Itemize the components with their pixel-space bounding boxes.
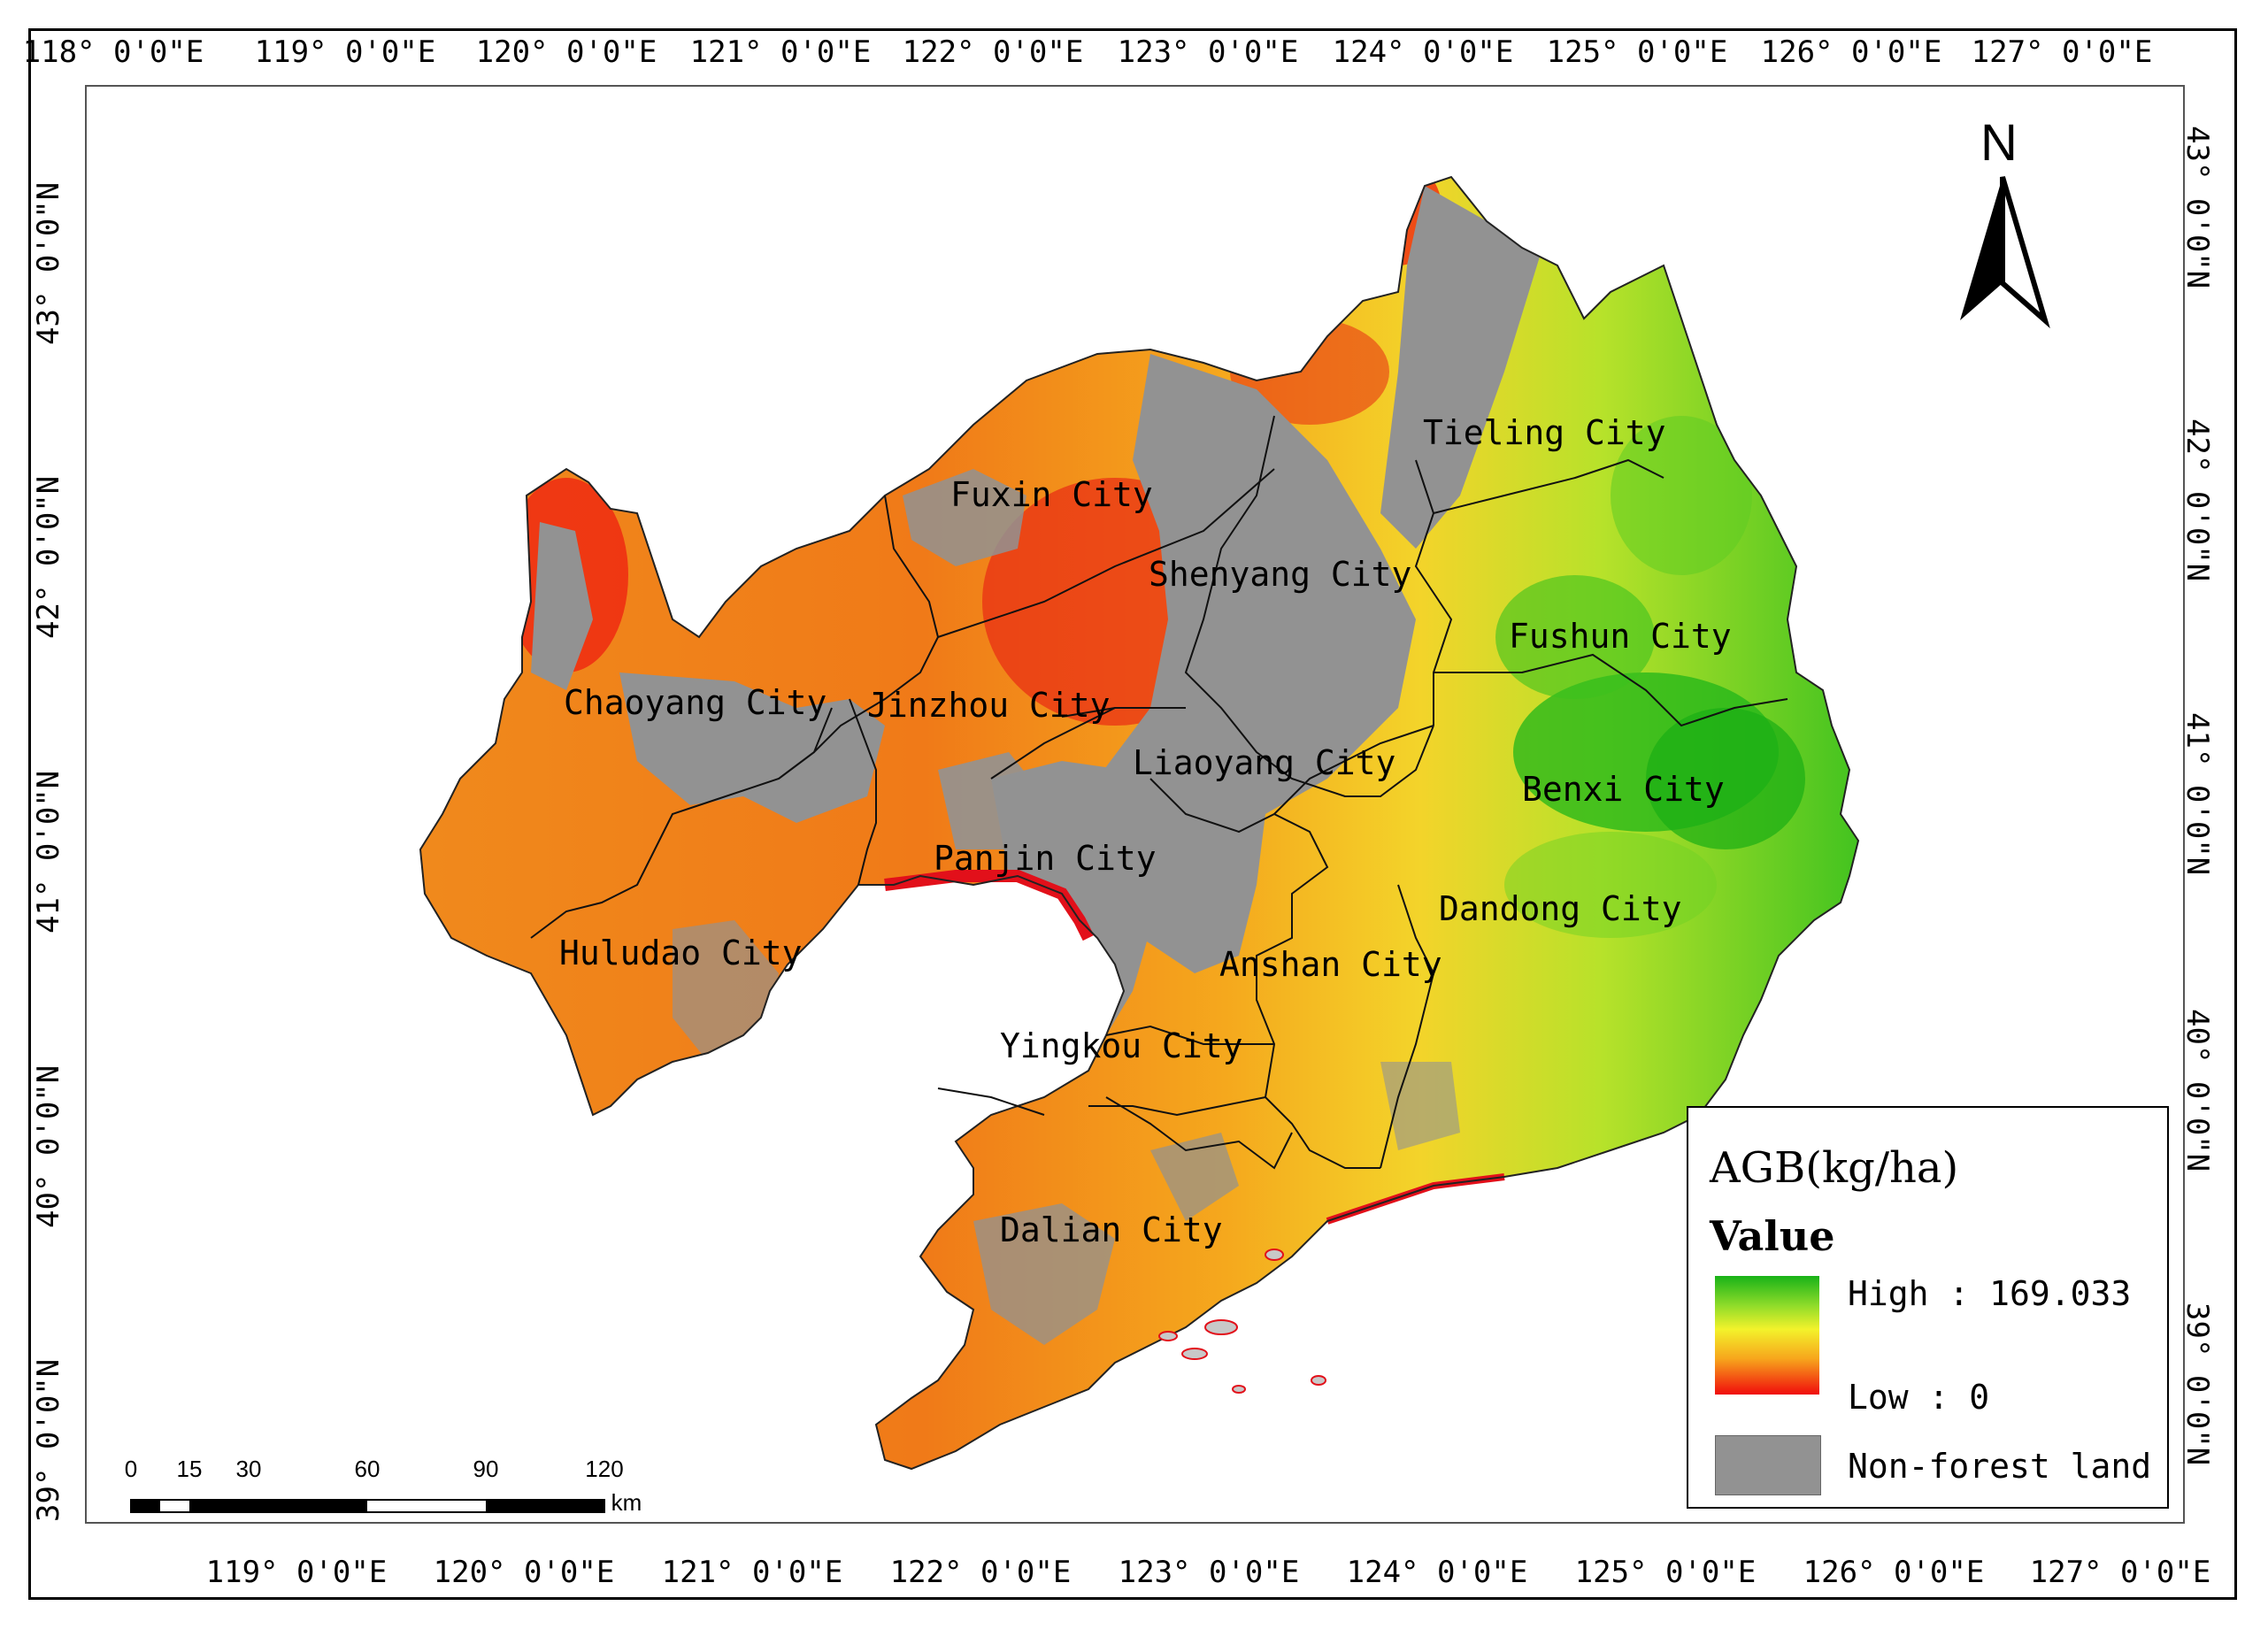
city-label: Dandong City [1439,889,1682,928]
bottom-tick-label: 123° 0'0"E [1118,1555,1300,1590]
city-label: Benxi City [1522,770,1725,809]
islands [1158,1249,1326,1394]
scalebar-label: 30 [235,1456,262,1482]
top-tick-label: 125° 0'0"E [1546,35,1728,70]
top-tick-label: 121° 0'0"E [689,35,872,70]
bottom-tick-label: 121° 0'0"E [661,1555,843,1590]
city-label: Yingkou City [1000,1026,1243,1065]
top-tick-label: 118° 0'0"E [22,35,204,70]
legend-color-ramp [1715,1276,1819,1395]
top-tick-label: 124° 0'0"E [1332,35,1514,70]
city-label: Tieling City [1423,413,1666,452]
bottom-tick-label: 124° 0'0"E [1346,1555,1528,1590]
scalebar: 0 15 30 60 90 120 km [125,1456,642,1516]
province-outline [419,175,1860,1471]
scalebar-unit: km [611,1489,642,1516]
legend-nonforest-swatch [1715,1435,1821,1495]
city-label: Jinzhou City [867,686,1111,725]
legend-nonforest-label: Non-forest land [1848,1447,2152,1486]
legend-low-label: Low : 0 [1848,1378,1990,1417]
city-label: Fushun City [1509,617,1732,656]
top-tick-label: 127° 0'0"E [1971,35,2153,70]
north-arrow-icon [1960,176,2050,329]
top-tick-label: 122° 0'0"E [902,35,1084,70]
legend-subtitle: Value [1710,1212,1835,1260]
land-raster [420,177,1858,1469]
top-tick-label: 120° 0'0"E [475,35,657,70]
bottom-tick-label: 122° 0'0"E [889,1555,1072,1590]
top-tick-label: 123° 0'0"E [1117,35,1299,70]
city-label: Fuxin City [950,475,1153,514]
bottom-tick-label: 119° 0'0"E [205,1555,388,1590]
city-label: Panjin City [934,839,1157,878]
scalebar-label: 0 [124,1456,138,1482]
city-label: Liaoyang City [1133,743,1396,782]
legend: AGB(kg/ha) Value High : 169.033 Low : 0 … [1687,1106,2169,1509]
scalebar-label: 15 [176,1456,203,1482]
bottom-tick-label: 125° 0'0"E [1574,1555,1757,1590]
top-tick-label: 126° 0'0"E [1760,35,1942,70]
bottom-tick-label: 127° 0'0"E [2029,1555,2211,1590]
north-label: N [1980,114,2018,172]
map-neatline [85,85,2185,1524]
city-label: Anshan City [1219,945,1442,984]
map-frame [28,28,2237,1600]
scalebar-label: 120 [585,1456,624,1482]
bottom-tick-label: 120° 0'0"E [433,1555,615,1590]
city-boundaries [530,415,1788,1170]
city-label: Dalian City [1000,1210,1223,1249]
city-label: Huludao City [559,934,803,972]
scalebar-graphic [130,1499,605,1513]
scalebar-label: 90 [473,1456,499,1482]
top-tick-label: 119° 0'0"E [254,35,436,70]
legend-high-label: High : 169.033 [1848,1274,2132,1313]
scalebar-label: 60 [354,1456,381,1482]
legend-title: AGB(kg/ha) [1710,1143,1959,1193]
bottom-tick-label: 126° 0'0"E [1803,1555,1985,1590]
city-label: Chaoyang City [564,683,827,722]
city-label: Shenyang City [1149,555,1412,594]
